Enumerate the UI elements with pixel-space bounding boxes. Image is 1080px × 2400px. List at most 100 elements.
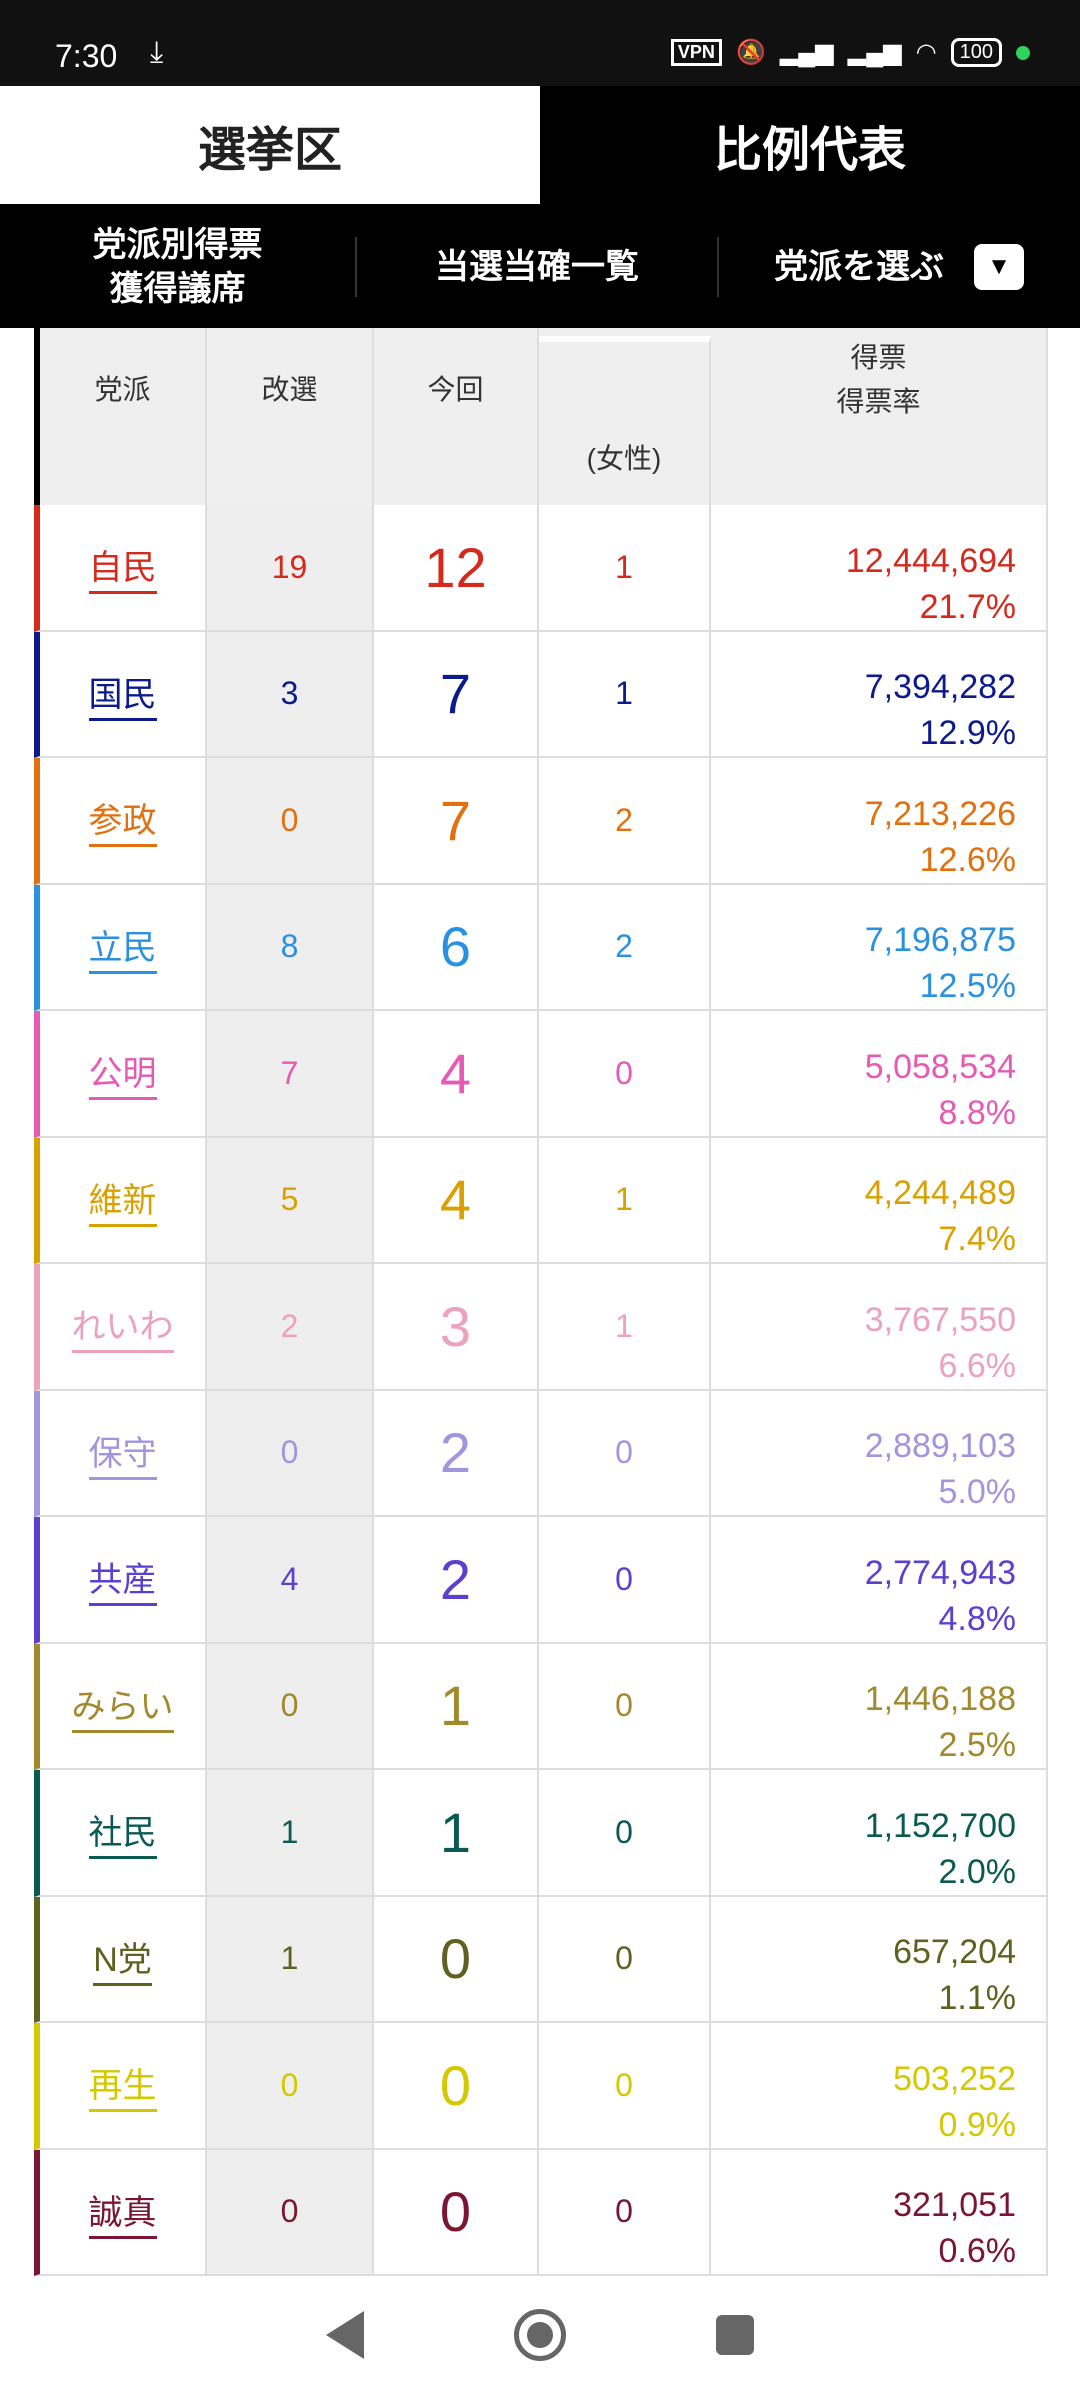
- table-row: れいわ 2 3 1 3,767,550 6.6%: [34, 1264, 1048, 1391]
- party-cell: 共産: [40, 1517, 207, 1642]
- female-seats-cell: 2: [539, 758, 711, 883]
- header-votes-label: 得票: [850, 342, 907, 373]
- subnav-label: 獲得議席: [109, 270, 246, 308]
- votes-value: 3,767,550: [864, 1300, 1016, 1339]
- party-select-dropdown[interactable]: 党派を選ぶ ▼: [719, 206, 1079, 328]
- female-seats-cell: 1: [539, 505, 711, 630]
- votes-value: 1,152,700: [864, 1806, 1016, 1845]
- subnav-party-votes[interactable]: 党派別得票 獲得議席: [0, 206, 355, 328]
- female-seats-cell: 0: [539, 2023, 711, 2148]
- votes-value: 321,051: [893, 2186, 1016, 2224]
- vote-rate-value: 2.0%: [938, 1852, 1017, 1891]
- votes-cell: 657,204 1.1%: [711, 1896, 1048, 2021]
- votes-cell: 7,394,282 12.9%: [711, 631, 1048, 756]
- votes-value: 1,446,188: [864, 1680, 1016, 1718]
- party-cell: N党: [40, 1896, 207, 2021]
- votes-cell: 3,767,550 6.6%: [711, 1264, 1048, 1389]
- vote-rate-value: 8.8%: [938, 1093, 1017, 1132]
- party-link[interactable]: 維新: [88, 1173, 157, 1227]
- wifi-icon: ◠: [915, 39, 937, 66]
- current-seats-cell: 0: [374, 1896, 539, 2021]
- party-cell: 保守: [40, 1390, 207, 1515]
- table-row: 社民 1 1 0 1,152,700 2.0%: [34, 1770, 1048, 1897]
- vote-rate-value: 12.5%: [919, 967, 1016, 1005]
- votes-value: 7,213,226: [864, 794, 1016, 833]
- reelect-cell: 2: [207, 1264, 374, 1389]
- current-seats-cell: 0: [374, 2023, 539, 2148]
- recents-icon[interactable]: [716, 2315, 754, 2355]
- party-cell: れいわ: [40, 1264, 207, 1389]
- party-link[interactable]: 自民: [88, 540, 157, 595]
- header-rate-label: 得票率: [836, 386, 921, 417]
- votes-cell: 1,152,700 2.0%: [711, 1770, 1048, 1895]
- party-cell: 維新: [40, 1137, 207, 1262]
- votes-cell: 5,058,534 8.8%: [711, 1011, 1048, 1136]
- female-seats-cell: 1: [539, 1264, 711, 1389]
- tab-district[interactable]: 選挙区: [0, 86, 540, 204]
- reelect-cell: 4: [207, 1517, 374, 1642]
- party-link[interactable]: 再生: [88, 2058, 157, 2113]
- votes-cell: 2,889,103 5.0%: [711, 1390, 1048, 1515]
- vote-rate-value: 12.9%: [919, 714, 1016, 752]
- party-link[interactable]: 参政: [88, 793, 157, 848]
- female-seats-cell: 0: [539, 1517, 711, 1642]
- votes-value: 7,394,282: [864, 668, 1016, 706]
- party-cell: 参政: [40, 758, 207, 883]
- party-link[interactable]: 保守: [88, 1426, 157, 1480]
- table-row: 国民 3 7 1 7,394,282 12.9%: [34, 631, 1048, 758]
- main-tabs: 選挙区 比例代表: [0, 86, 1080, 206]
- party-link[interactable]: 社民: [88, 1805, 157, 1860]
- divider: [717, 237, 719, 297]
- party-cell: 公明: [40, 1011, 207, 1136]
- sub-nav: 党派別得票 獲得議席 当選当確一覧 党派を選ぶ ▼: [0, 206, 1080, 328]
- party-link[interactable]: 共産: [88, 1552, 157, 1607]
- table-row: 共産 4 2 0 2,774,943 4.8%: [34, 1517, 1048, 1644]
- current-seats-cell: 12: [374, 505, 539, 630]
- votes-cell: 7,213,226 12.6%: [711, 758, 1048, 883]
- reelect-cell: 19: [207, 505, 374, 630]
- party-link[interactable]: 国民: [88, 667, 157, 721]
- party-link[interactable]: 立民: [88, 920, 157, 974]
- party-cell: 国民: [40, 631, 207, 756]
- table-row: 保守 0 2 0 2,889,103 5.0%: [34, 1390, 1048, 1517]
- party-link[interactable]: 誠真: [88, 2185, 157, 2239]
- party-cell: 自民: [40, 505, 207, 630]
- vote-rate-value: 5.0%: [938, 1473, 1017, 1511]
- party-link[interactable]: れいわ: [71, 1299, 174, 1354]
- table-row: 参政 0 7 2 7,213,226 12.6%: [34, 758, 1048, 885]
- female-seats-cell: 0: [539, 1011, 711, 1136]
- subnav-label: 党派別得票: [92, 226, 263, 264]
- vote-rate-value: 4.8%: [938, 1599, 1017, 1638]
- results-table: 党派 改選 今回 (女性) 得票 得票率 自民 19 12 1 12,444,694 21…: [34, 328, 1048, 2276]
- current-seats-cell: 4: [374, 1137, 539, 1262]
- female-seats-cell: 0: [539, 1390, 711, 1515]
- vpn-icon: VPN: [670, 39, 722, 66]
- current-seats-cell: 4: [374, 1011, 539, 1136]
- back-icon[interactable]: [326, 2311, 364, 2359]
- divider: [355, 237, 357, 297]
- signal-icon-2: ▂▄▆: [847, 39, 902, 66]
- table-row: 維新 5 4 1 4,244,489 7.4%: [34, 1137, 1048, 1264]
- tab-proportional[interactable]: 比例代表: [713, 124, 906, 177]
- vote-rate-value: 0.6%: [938, 2232, 1017, 2270]
- chevron-down-icon[interactable]: ▼: [974, 244, 1024, 290]
- party-link[interactable]: みらい: [71, 1679, 174, 1733]
- reelect-cell: 3: [207, 631, 374, 756]
- votes-cell: 7,196,875 12.5%: [711, 884, 1048, 1009]
- party-link[interactable]: 公明: [88, 1046, 157, 1101]
- party-cell: 社民: [40, 1770, 207, 1895]
- current-seats-cell: 7: [374, 758, 539, 883]
- dropdown-label: 党派を選ぶ: [774, 248, 944, 286]
- home-icon[interactable]: [514, 2309, 566, 2361]
- reelect-cell: 1: [207, 1770, 374, 1895]
- party-cell: みらい: [40, 1643, 207, 1768]
- header-female: (女性): [539, 336, 711, 505]
- party-link[interactable]: N党: [93, 1932, 152, 1986]
- subnav-winners-list[interactable]: 当選当確一覧: [435, 248, 639, 286]
- table-row: 自民 19 12 1 12,444,694 21.7%: [34, 505, 1048, 632]
- vote-rate-value: 12.6%: [919, 840, 1016, 879]
- female-seats-cell: 0: [539, 1896, 711, 2021]
- votes-value: 2,889,103: [864, 1427, 1016, 1465]
- table-row: N党 1 0 0 657,204 1.1%: [34, 1896, 1048, 2023]
- navigation-bar: [0, 2270, 1080, 2400]
